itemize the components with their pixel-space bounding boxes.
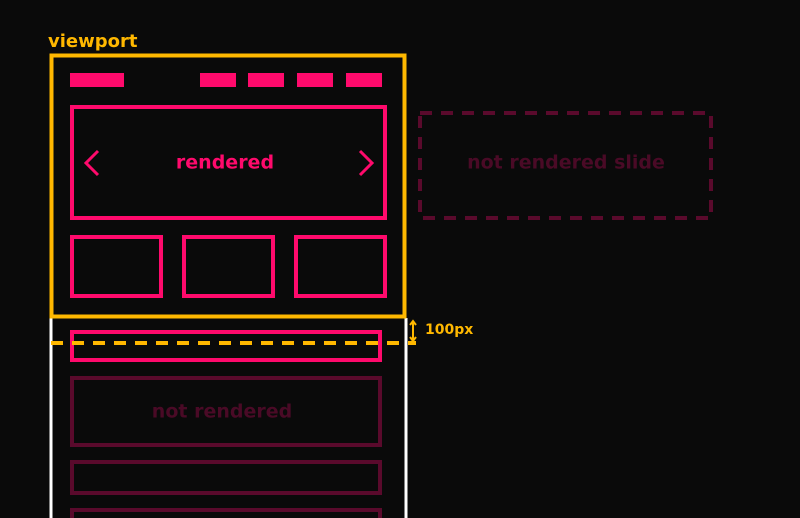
nav-item [200, 73, 236, 87]
margin-arrow [409, 319, 417, 343]
card [70, 235, 163, 298]
page-outline [49, 318, 408, 518]
arrow-right [358, 149, 375, 177]
not-rendered-slide-label: not rendered slide [467, 152, 665, 174]
carousel [70, 105, 387, 220]
logo [70, 73, 124, 87]
viewport-frame [49, 53, 407, 319]
arrow-left [83, 149, 100, 177]
offscreen-slide [418, 111, 713, 220]
partial-section [70, 330, 382, 362]
offscreen-section [70, 508, 382, 518]
viewport-label: viewport [48, 31, 138, 52]
not-rendered-label: not rendered [152, 401, 292, 423]
cards [70, 235, 387, 298]
card [182, 235, 275, 298]
rendered-label: rendered [176, 152, 274, 174]
card [294, 235, 387, 298]
nav [70, 73, 382, 87]
offscreen-section [70, 376, 382, 447]
nav-item [248, 73, 284, 87]
nav-item [346, 73, 382, 87]
nav-item [297, 73, 333, 87]
margin-label: 100px [425, 322, 473, 338]
offscreen-section [70, 460, 382, 495]
